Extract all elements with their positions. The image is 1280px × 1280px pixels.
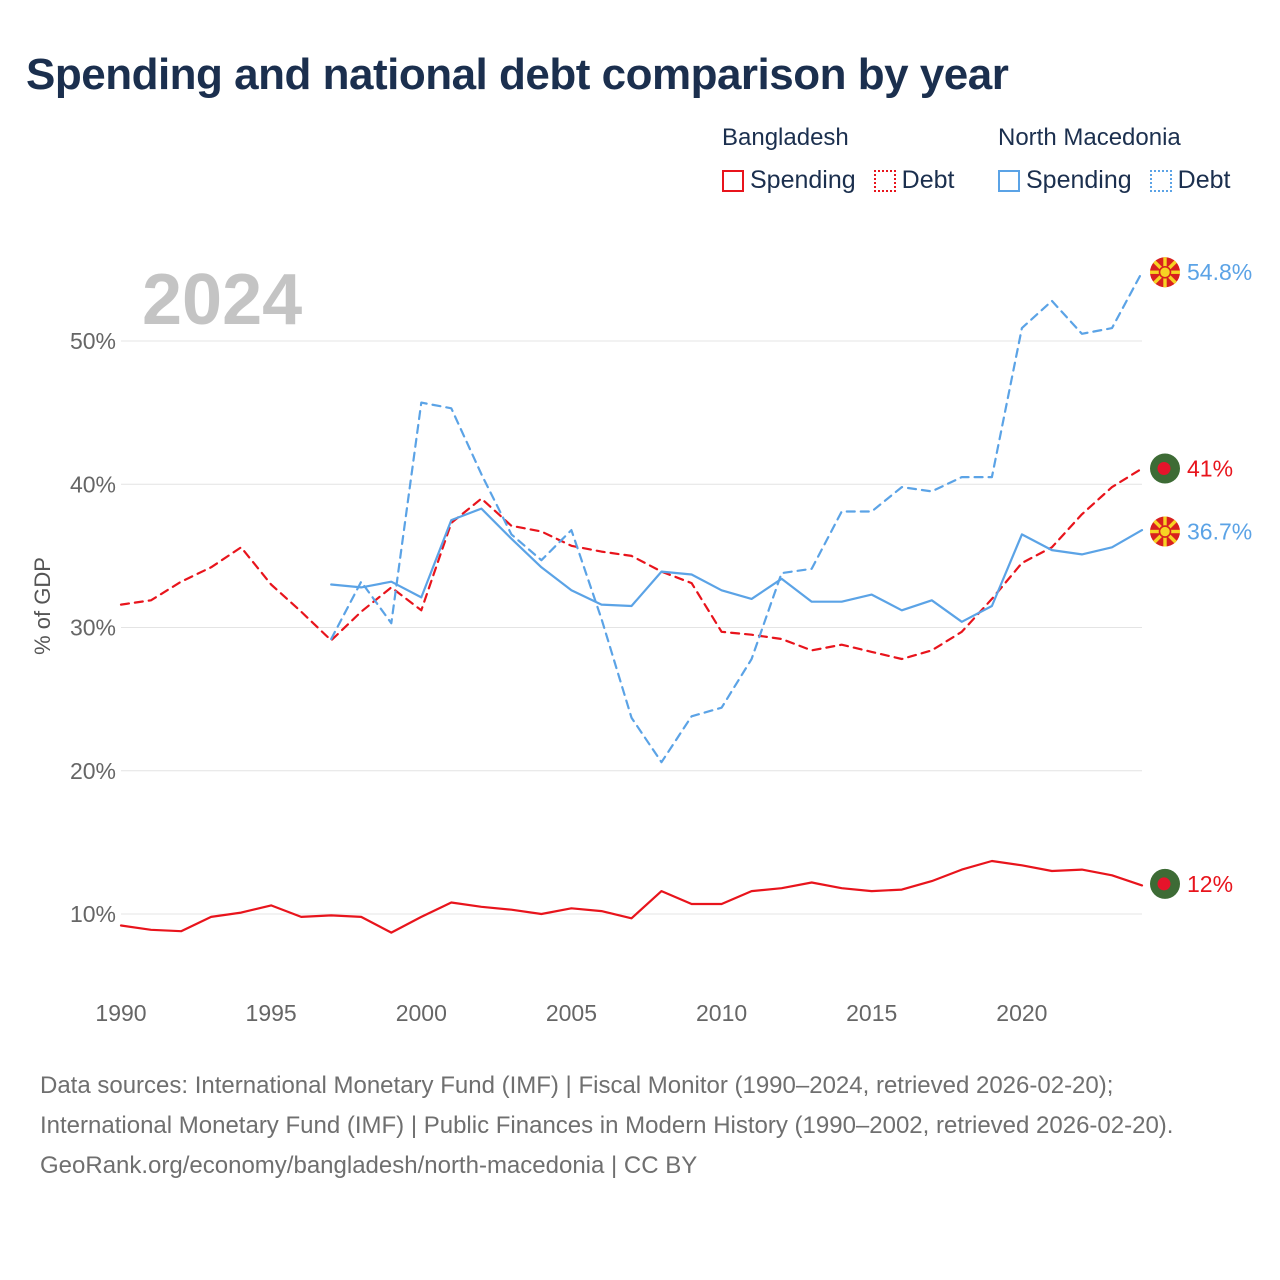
legend-label: Spending	[1026, 166, 1132, 194]
y-axis-label: % of GDP	[30, 557, 55, 655]
flag-disc	[1157, 877, 1171, 891]
y-tick-label: 40%	[70, 471, 116, 497]
x-tick-label: 2005	[546, 1000, 597, 1026]
x-tick-label: 2010	[696, 1000, 747, 1026]
y-axis-ticks: 10% 20% 30% 40% 50%	[70, 328, 116, 927]
north-macedonia-flag-icon	[1150, 257, 1180, 288]
bangladesh-flag-icon	[1150, 868, 1180, 899]
flag-sun	[1158, 525, 1172, 538]
series-lines	[119, 271, 1144, 934]
legend-country-north-macedonia: North Macedonia	[998, 124, 1181, 151]
year-watermark: 2024	[142, 260, 302, 340]
series-line-bangladesh-debt	[119, 467, 1144, 661]
x-tick-label: 2015	[846, 1000, 897, 1026]
flag-sun	[1158, 265, 1172, 279]
north-macedonia-flag-icon	[1150, 516, 1180, 547]
x-axis-ticks: 1990 1995 2000 2005 2010 2015 2020	[95, 1000, 1047, 1026]
x-tick-label: 2000	[396, 1000, 447, 1026]
data-sources-text: Data sources: International Monetary Fun…	[40, 1072, 1174, 1139]
legend-swatch-dotted-icon	[873, 169, 896, 192]
legend-label: Debt	[1177, 166, 1231, 194]
legend-swatch-solid-icon	[998, 169, 1020, 192]
series-line-bangladesh-spending	[119, 859, 1144, 934]
legend-label: Spending	[750, 166, 856, 194]
y-tick-label: 50%	[70, 328, 116, 354]
x-tick-label: 2020	[996, 1000, 1047, 1026]
end-label-bangladesh-debt: 41%	[1187, 455, 1233, 481]
bangladesh-flag-icon	[1150, 453, 1180, 484]
legend-north-macedonia-spending[interactable]: Spending	[998, 166, 1132, 195]
end-label-north-macedonia-spending: 36.7%	[1187, 519, 1252, 545]
flag-disc	[1157, 461, 1171, 475]
series-line-north-macedonia-spending	[330, 507, 1144, 623]
legend-bangladesh-spending[interactable]: Spending	[722, 166, 856, 195]
y-tick-label: 30%	[70, 615, 116, 641]
legend-north-macedonia-debt[interactable]: Debt	[1149, 166, 1231, 195]
x-tick-label: 1990	[95, 1000, 146, 1026]
series-end-markers: 12% 41% 36.7% 54.8%	[1150, 257, 1252, 899]
series-line-north-macedonia-debt	[330, 271, 1144, 764]
chart-title: Spending and national debt comparison by…	[26, 50, 1009, 99]
legend-bangladesh-debt[interactable]: Debt	[873, 166, 955, 195]
x-tick-label: 1995	[246, 1000, 297, 1026]
y-tick-label: 10%	[70, 901, 116, 927]
legend-swatch-dotted-icon	[1149, 169, 1172, 192]
legend-group-north-macedonia: North Macedonia Spending Debt	[998, 124, 1248, 195]
footer: Data sources: International Monetary Fun…	[40, 1066, 1240, 1186]
site-credit-link[interactable]: GeoRank.org/economy/bangladesh/north-mac…	[40, 1152, 698, 1179]
legend-country-bangladesh: Bangladesh	[722, 124, 849, 151]
legend-swatch-solid-icon	[722, 169, 744, 192]
gridlines	[121, 340, 1142, 915]
y-tick-label: 20%	[70, 758, 116, 784]
legend-group-bangladesh: Bangladesh Spending Debt	[722, 124, 972, 195]
end-label-bangladesh-spending: 12%	[1187, 871, 1233, 897]
legend-label: Debt	[901, 166, 955, 194]
line-chart: 2024 % of GDP 10% 20% 30% 40% 50% 1990 1995 20…	[30, 257, 1252, 1026]
end-label-north-macedonia-debt: 54.8%	[1187, 259, 1252, 285]
